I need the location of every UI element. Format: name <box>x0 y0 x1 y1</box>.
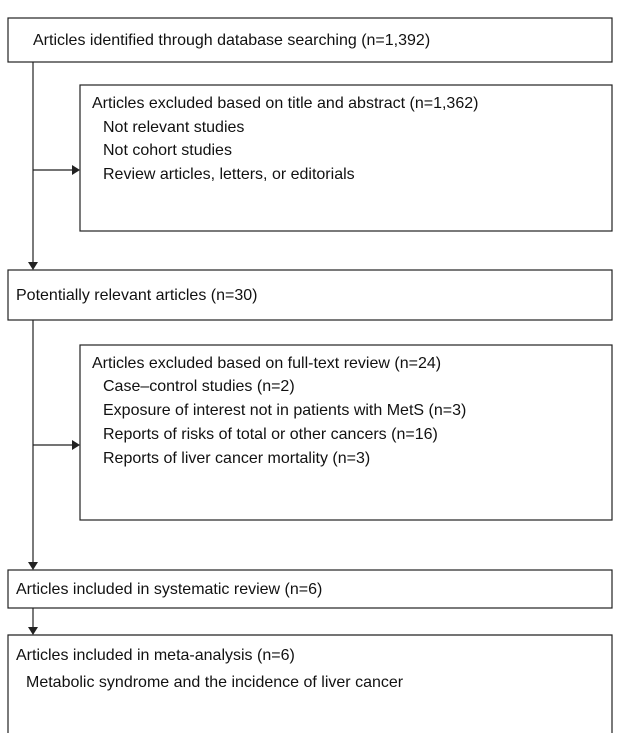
arrow-head <box>28 627 38 635</box>
arrow-head <box>72 440 80 450</box>
box-title: Articles excluded based on full-text rev… <box>92 355 441 372</box>
box-item: Case–control studies (n=2) <box>103 378 295 395</box>
box-item: Not cohort studies <box>103 142 232 159</box>
box <box>7 569 613 609</box>
box-item: Exposure of interest not in patients wit… <box>103 402 466 419</box>
box-item: Reports of liver cancer mortality (n=3) <box>103 450 370 467</box>
box-item: Not relevant studies <box>103 119 244 136</box>
arrow-head <box>28 562 38 570</box>
box-title: Articles included in systematic review (… <box>16 581 322 598</box>
box-item: Metabolic syndrome and the incidence of … <box>26 674 404 691</box>
box-title: Articles included in meta-analysis (n=6) <box>16 647 295 664</box>
box <box>7 269 613 321</box>
box-item: Review articles, letters, or editorials <box>103 166 355 183</box>
arrow-head <box>28 262 38 270</box>
box-title: Articles excluded based on title and abs… <box>92 95 478 112</box>
arrow-head <box>72 165 80 175</box>
box-item: Reports of risks of total or other cance… <box>103 426 438 443</box>
box-title: Articles identified through database sea… <box>33 32 430 49</box>
box <box>7 634 613 733</box>
box <box>7 17 613 63</box>
box <box>79 344 613 521</box>
box <box>79 84 613 232</box>
box-title: Potentially relevant articles (n=30) <box>16 287 257 304</box>
